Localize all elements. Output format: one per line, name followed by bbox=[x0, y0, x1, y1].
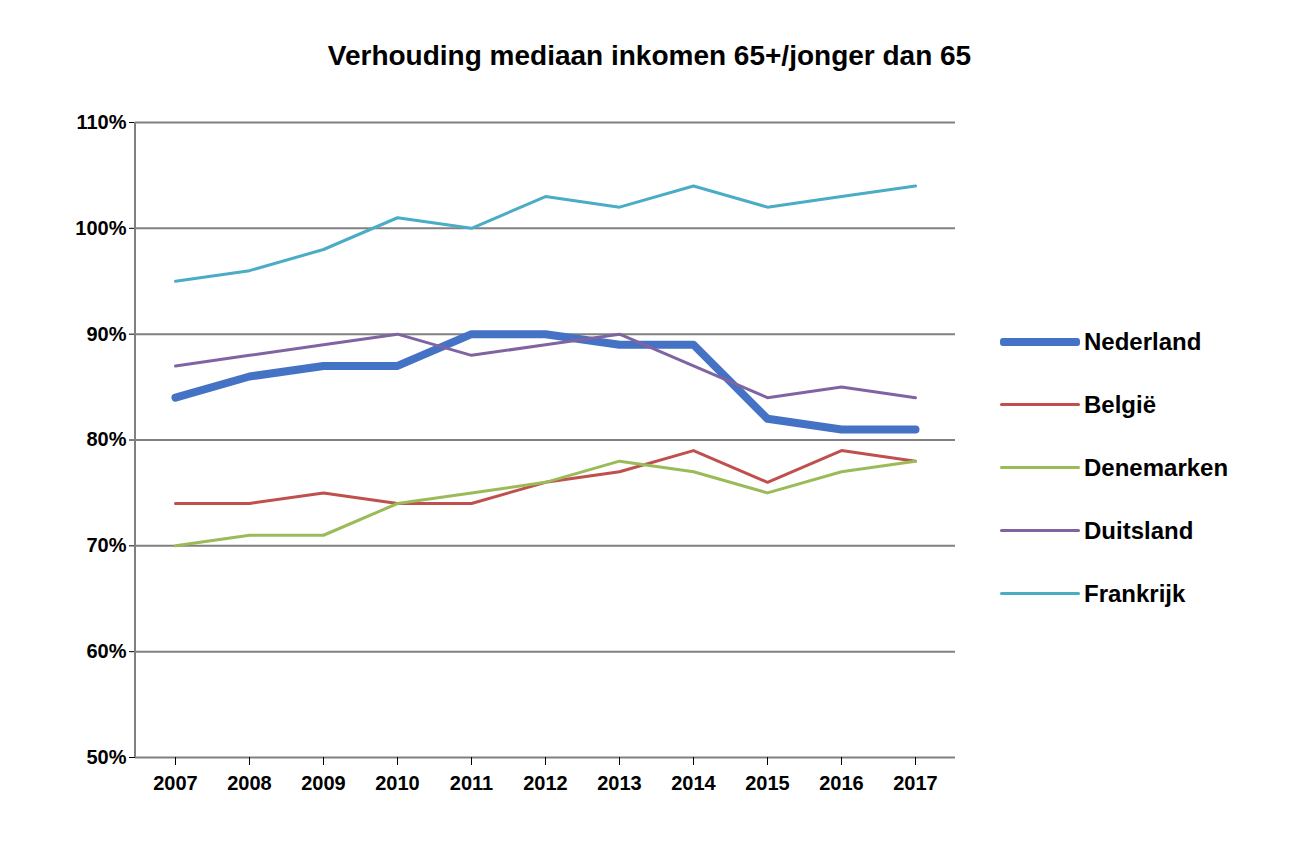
svg-text:2016: 2016 bbox=[819, 772, 864, 794]
svg-text:2009: 2009 bbox=[301, 772, 346, 794]
html-text:Nederland: Nederland bbox=[1084, 327, 1202, 355]
svg-text:2011: 2011 bbox=[450, 772, 493, 794]
svg-text:80%: 80% bbox=[86, 428, 126, 450]
svg-text:2008: 2008 bbox=[227, 772, 272, 794]
svg-text:2017: 2017 bbox=[893, 772, 938, 794]
svg-text:100%: 100% bbox=[75, 217, 126, 239]
svg-text:50%: 50% bbox=[86, 746, 126, 768]
html-text:Duitsland: Duitsland bbox=[1084, 516, 1194, 544]
svg-text:90%: 90% bbox=[86, 323, 126, 345]
html-text:België: België bbox=[1084, 390, 1156, 418]
html-text:Verhouding mediaan inkomen 65+: Verhouding mediaan inkomen 65+/jonger da… bbox=[327, 40, 972, 71]
svg-text:60%: 60% bbox=[86, 640, 126, 662]
svg-text:110%: 110% bbox=[76, 111, 126, 133]
svg-text:2013: 2013 bbox=[597, 772, 642, 794]
svg-text:2014: 2014 bbox=[671, 772, 716, 794]
html-text:Frankrijk: Frankrijk bbox=[1084, 579, 1186, 607]
svg-text:2010: 2010 bbox=[375, 772, 420, 794]
svg-text:70%: 70% bbox=[86, 534, 126, 556]
html-text:Denemarken: Denemarken bbox=[1084, 453, 1229, 481]
svg-text:2007: 2007 bbox=[153, 772, 198, 794]
svg-text:2012: 2012 bbox=[523, 772, 568, 794]
svg-text:2015: 2015 bbox=[745, 772, 790, 794]
